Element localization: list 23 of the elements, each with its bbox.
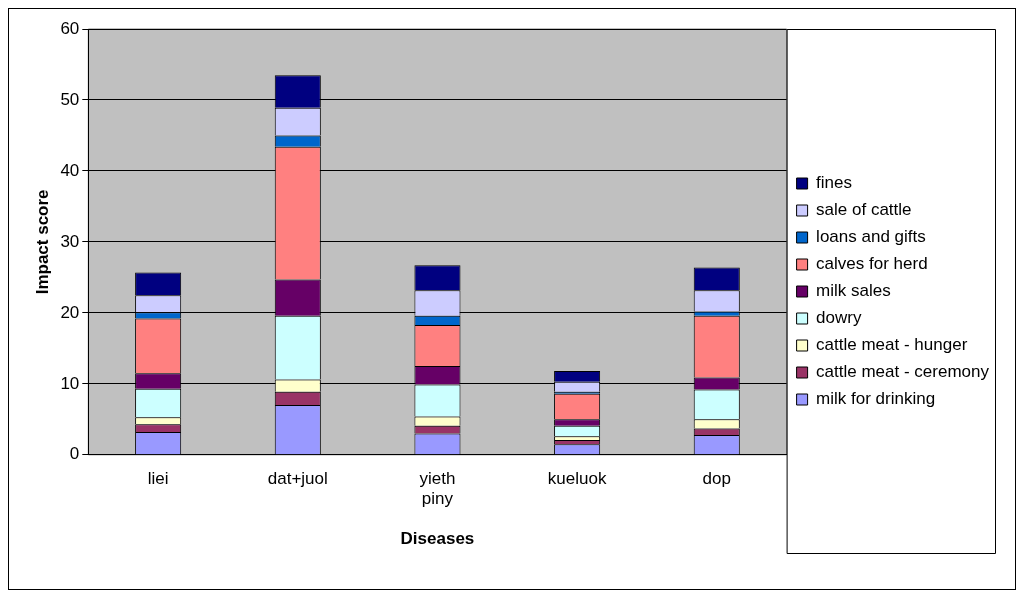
legend-label: milk sales [816,281,891,301]
legend-label: cattle meat - ceremony [816,362,990,382]
x-tick-label: dat+juol [267,468,328,488]
legend-label: fines [816,173,853,193]
legend-label: cattle meat - hunger [816,335,968,355]
y-tick-label: 60 [60,18,80,38]
legend-label: loans and gifts [816,227,926,247]
y-tick-label: 20 [60,302,80,322]
y-tick-label: 0 [69,444,80,464]
y-axis-title: Impact score [32,189,52,295]
x-tick-label: yieth piny [419,468,456,509]
legend-label: milk for drinking [816,389,936,409]
x-tick-label: dop [702,468,731,488]
legend-label: calves for herd [816,254,928,274]
legend-label: sale of cattle [816,200,912,220]
x-axis-title: Diseases [400,529,475,549]
y-tick-label: 30 [60,231,80,251]
y-tick-label: 40 [60,160,80,180]
x-tick-label: kueluok [547,468,607,488]
y-tick-label: 10 [60,373,80,393]
legend-label: dowry [816,308,862,328]
y-tick-label: 50 [60,89,80,109]
x-tick-label: liei [147,468,169,488]
